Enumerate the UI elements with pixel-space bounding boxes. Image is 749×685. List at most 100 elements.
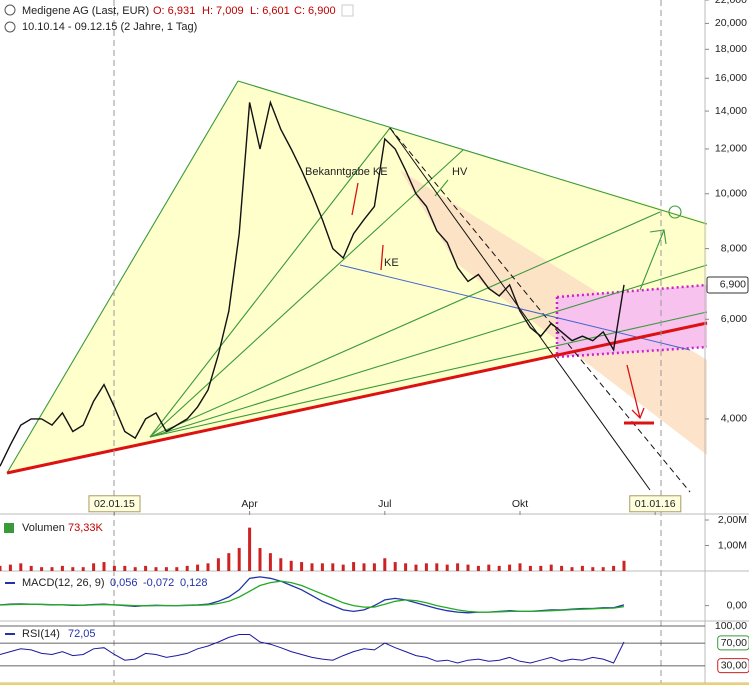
fan-lines: [6, 80, 708, 474]
bar: [622, 560, 626, 571]
panel-readout: 72,05: [68, 628, 96, 640]
volume-icon: [4, 523, 14, 533]
bar: [40, 567, 44, 571]
y-tick-label: 12,000: [715, 143, 747, 155]
bar: [560, 565, 564, 571]
bar: [518, 563, 522, 571]
bar: [50, 567, 54, 571]
bar: [549, 564, 553, 571]
tick-box: [717, 658, 749, 674]
panel-title: RSI(14): [22, 628, 60, 640]
y-tick-label: 14,000: [715, 105, 747, 117]
bar: [92, 563, 96, 571]
bar: [29, 565, 33, 571]
x-tick-label: Jul: [378, 498, 391, 510]
bar: [320, 563, 324, 571]
x-tick-label: Apr: [241, 498, 258, 510]
settings-button[interactable]: [341, 4, 354, 17]
y-tick-label: 70,00: [721, 637, 747, 649]
bar: [362, 563, 366, 571]
annotation: Bekanntgabe KE: [305, 166, 388, 178]
x-tick-label: Okt: [512, 498, 528, 510]
trend-line-dashed: [389, 127, 691, 493]
title: Medigene AG (Last, EUR): [22, 5, 149, 17]
bar: [580, 565, 584, 571]
annotation: KE: [384, 257, 399, 269]
bar: [268, 553, 272, 571]
bar: [154, 567, 158, 571]
panel-title: MACD(12, 26, 9): [22, 577, 105, 589]
bar: [414, 564, 418, 571]
data-line: [0, 634, 625, 664]
bar: [248, 527, 252, 571]
y-tick-label: 0,00: [727, 599, 748, 611]
bar: [497, 565, 501, 571]
bar: [570, 567, 574, 571]
y-tick-label: 2,00M: [718, 514, 747, 526]
bar: [196, 564, 200, 571]
bottom-bar: [0, 683, 749, 685]
range-box: [557, 285, 707, 357]
bar: [331, 563, 335, 571]
last-price-box: [706, 276, 749, 294]
bar: [133, 567, 137, 571]
tick-box: [717, 635, 749, 651]
bar: [341, 564, 345, 571]
bar: [612, 565, 616, 571]
bar: [445, 564, 449, 571]
bar: [393, 562, 397, 571]
y-tick-label: 10,000: [715, 188, 747, 200]
bar: [601, 567, 605, 571]
bar: [591, 567, 595, 571]
bar: [0, 565, 2, 571]
data-line: [0, 99, 625, 467]
panel-readout: 0,056: [110, 577, 138, 589]
date-box: [88, 495, 141, 513]
panel-title: Volumen: [22, 522, 65, 534]
bar: [206, 563, 210, 571]
bar: [60, 565, 64, 571]
y-tick-label: 30,00: [721, 660, 747, 672]
y-tick-label: 6,000: [721, 313, 747, 325]
y-tick-label: 22,000: [715, 0, 747, 6]
bar: [19, 563, 23, 571]
bar: [435, 563, 439, 571]
date-range: 10.10.14 - 09.12.15 (2 Jahre, 1 Tag): [22, 21, 197, 33]
panel-readout: 73,33K: [68, 522, 104, 534]
bar: [300, 562, 304, 571]
bar: [352, 562, 356, 571]
bar: [289, 560, 293, 571]
bar: [476, 565, 480, 571]
y-tick-label: 4,000: [721, 413, 747, 425]
bar: [528, 565, 532, 571]
bar: [466, 564, 470, 571]
bar: [112, 565, 116, 571]
bar: [8, 564, 12, 571]
bar: [404, 563, 408, 571]
bar: [164, 567, 168, 571]
icon: [4, 4, 16, 16]
last-price-label: 6,900: [720, 279, 746, 291]
ohlc: C: 6,900: [294, 5, 336, 17]
bar: [487, 564, 491, 571]
bar: [185, 565, 189, 571]
y-tick-label: 1,00M: [718, 539, 747, 551]
bar: [310, 563, 314, 571]
y-tick-label: 16,000: [715, 72, 747, 84]
fan-area: [7, 81, 707, 473]
red-marks: [351, 182, 645, 420]
support-line: [339, 264, 691, 351]
bar: [383, 558, 387, 571]
y-tick-label: 8,000: [721, 242, 747, 254]
y-tick-label: 20,000: [715, 17, 747, 29]
bar: [424, 563, 428, 571]
bar: [456, 563, 460, 571]
support-line-red: [6, 321, 708, 475]
ohlc: L: 6,601: [250, 5, 290, 17]
ohlc: H: 7,009: [202, 5, 244, 17]
bar: [123, 565, 127, 571]
y-tick-label: 18,000: [715, 43, 747, 55]
bar: [144, 565, 148, 571]
clock-icon: [4, 21, 16, 33]
bar: [102, 562, 106, 571]
